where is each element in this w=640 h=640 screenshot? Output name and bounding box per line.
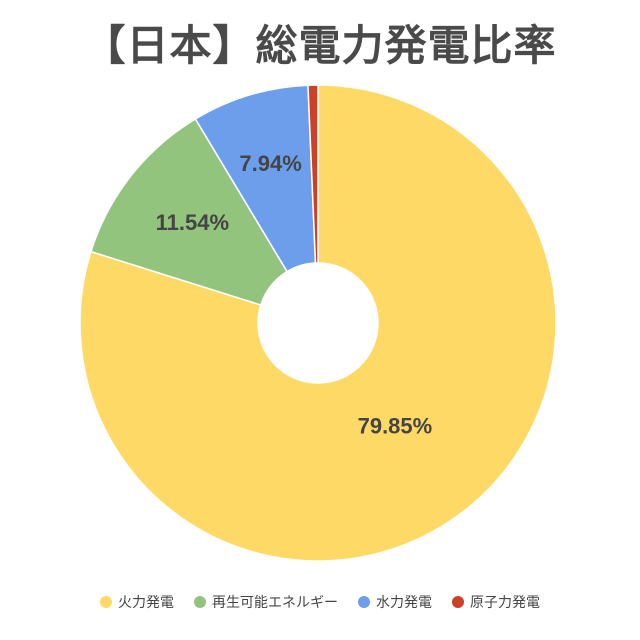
legend-swatch [194, 596, 206, 608]
slice-label-1: 79.85% [358, 414, 433, 439]
slice-label-2: 11.54% [156, 210, 229, 235]
legend-swatch [452, 596, 464, 608]
pie-slice-2 [90, 117, 289, 306]
donut-chart: 79.85% 11.54% 7.94% [79, 84, 557, 562]
legend-item-3: 水力発電 [358, 592, 432, 612]
legend-swatch [358, 596, 370, 608]
chart-title: 【日本】総電力発電比率 [83, 21, 557, 70]
legend-item-1: 火力発電 [100, 592, 174, 612]
slice-label-3: 7.94% [239, 151, 301, 176]
pie-slice-3 [194, 84, 317, 273]
legend-label: 水力発電 [376, 595, 432, 611]
legend-label: 原子力発電 [470, 595, 540, 611]
legend-item-2: 再生可能エネルギー [194, 592, 338, 612]
pie-slice-4 [307, 84, 319, 264]
legend-swatch [100, 596, 112, 608]
legend-label: 再生可能エネルギー [212, 595, 338, 611]
legend-label: 火力発電 [118, 595, 174, 611]
legend: 火力発電 再生可能エネルギー 水力発電 原子力発電 [0, 592, 640, 612]
pie-slice-1 [79, 84, 557, 562]
legend-item-4: 原子力発電 [452, 592, 540, 612]
